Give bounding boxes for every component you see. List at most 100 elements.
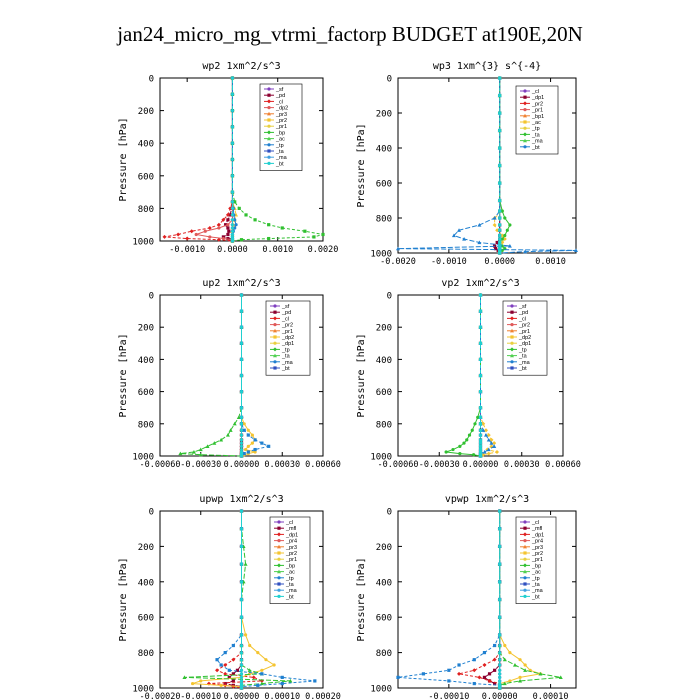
data-point	[493, 643, 497, 648]
plot-frame	[397, 510, 577, 689]
x-tick-label: 0.00000	[224, 460, 260, 470]
data-point	[230, 124, 235, 129]
x-tick-label: -0.00020	[140, 692, 181, 700]
data-point	[457, 671, 462, 676]
data-point	[239, 293, 244, 297]
data-point	[467, 433, 472, 437]
legend-label: _bt	[281, 366, 290, 372]
data-point	[233, 200, 237, 204]
data-point	[498, 111, 502, 115]
legend-marker	[273, 366, 277, 370]
legend-box	[259, 83, 303, 171]
data-point	[498, 247, 502, 251]
legend-label: _bp	[531, 563, 541, 569]
data-point	[498, 675, 502, 679]
data-point	[230, 229, 235, 234]
legend-label: _ma	[531, 588, 544, 594]
legend-marker	[523, 89, 527, 93]
series-cl	[162, 76, 235, 243]
data-point	[457, 228, 462, 232]
data-point	[478, 357, 483, 361]
data-point	[243, 562, 248, 566]
data-point	[478, 450, 483, 454]
data-point	[239, 390, 244, 394]
data-point	[486, 451, 491, 456]
data-point	[250, 433, 254, 437]
legend-marker	[510, 347, 514, 352]
data-point	[500, 209, 504, 213]
legend-marker	[267, 155, 271, 159]
data-point	[223, 651, 227, 655]
data-point	[502, 681, 507, 686]
data-point	[250, 441, 254, 445]
figure-title: jan24_micro_mg_vtrmi_factorp BUDGET at19…	[116, 22, 583, 46]
legend-label: _cl	[285, 520, 293, 526]
data-point	[239, 447, 244, 452]
data-point	[239, 422, 244, 426]
data-point	[518, 678, 523, 683]
data-point	[239, 544, 244, 549]
legend-marker	[523, 101, 527, 106]
data-point	[498, 181, 502, 185]
data-point	[492, 441, 497, 446]
data-point	[230, 173, 235, 178]
legend-label: _tp	[531, 126, 540, 132]
data-point	[253, 218, 257, 222]
data-point	[518, 658, 522, 662]
series-line	[397, 511, 501, 688]
data-point	[239, 238, 244, 242]
legend-marker	[273, 310, 277, 314]
data-point	[256, 683, 260, 687]
data-point	[176, 232, 181, 237]
y-tick-label: 200	[376, 324, 392, 334]
x-tick-label: 0.00060	[305, 460, 341, 470]
legend: _cl_mfl_dp1_pr4_pr3_pr2_pr1_bp_ac_tp_ta_…	[515, 516, 557, 604]
series-line	[241, 295, 271, 456]
data-point	[208, 235, 212, 239]
y-tick-label: 800	[376, 215, 392, 225]
data-point	[207, 225, 212, 230]
data-point	[508, 679, 512, 683]
y-tick-label: 200	[376, 543, 392, 553]
legend-label: _ac	[531, 570, 541, 576]
data-point	[498, 663, 502, 667]
series-line	[480, 295, 496, 456]
data-point	[502, 237, 507, 241]
data-point	[244, 213, 248, 217]
data-point	[239, 454, 244, 458]
data-point	[478, 428, 483, 432]
legend-label: _pr3	[285, 545, 297, 551]
chart-panel-4: vp2 1xm^2/s^3 Pressure [hPa] 0 200 400 600 800…	[356, 278, 581, 470]
plot-frame	[397, 77, 577, 254]
chart-panel-5: upwp 1xm^2/s^3 Pressure [hPa] 0 200 400 600 80…	[118, 494, 341, 700]
data-point	[223, 662, 228, 667]
legend-marker	[510, 328, 514, 333]
legend-label: _pr1	[285, 557, 297, 563]
series-tp	[396, 509, 502, 690]
y-tick-label: 0	[149, 292, 154, 302]
data-point	[239, 406, 244, 410]
x-tick-label: -0.00060	[378, 460, 419, 470]
chart-panel-1: wp2 1xm^2/s^3 Pressure [hPa] 0 200 400 600 800…	[118, 61, 338, 255]
data-point	[477, 240, 482, 245]
data-point	[231, 672, 235, 676]
data-point	[498, 615, 502, 619]
data-point	[498, 651, 502, 655]
x-tick-label: 0.00010	[533, 692, 569, 700]
series-bt	[239, 293, 244, 458]
legend-label: _dp2	[281, 335, 294, 341]
data-point	[230, 141, 235, 146]
y-tick-label: 400	[138, 356, 154, 366]
data-point	[239, 509, 244, 513]
legend: _cl_mfl_dp1_pr4_pr3_pr2_pr1_bp_ac_tp_ta_…	[269, 516, 311, 604]
y-tick-label: 0	[387, 508, 392, 518]
data-point	[498, 233, 502, 238]
data-point	[260, 668, 264, 672]
data-point	[396, 246, 400, 251]
y-tick-label: 200	[138, 107, 154, 117]
data-point	[267, 444, 271, 448]
legend-marker	[510, 323, 514, 327]
data-point	[508, 223, 512, 227]
y-tick-label: 600	[376, 614, 392, 624]
data-point	[482, 662, 487, 667]
